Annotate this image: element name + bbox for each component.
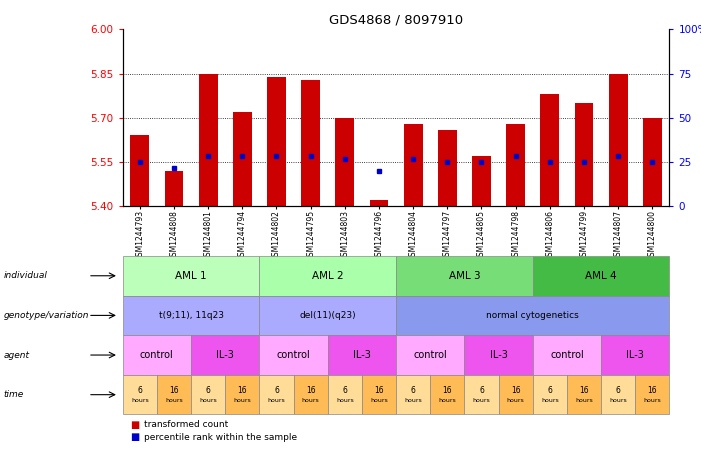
Text: hours: hours [472, 398, 491, 403]
Text: 16: 16 [511, 386, 520, 395]
Text: individual: individual [4, 271, 48, 280]
Bar [643, 118, 662, 206]
Bar [233, 112, 252, 206]
Bar [404, 124, 423, 206]
Text: IL-3: IL-3 [490, 350, 508, 360]
Text: 6: 6 [411, 386, 416, 395]
Text: AML 1: AML 1 [175, 271, 207, 281]
Text: AML 4: AML 4 [585, 271, 617, 281]
Text: hours: hours [404, 398, 422, 403]
Text: 16: 16 [374, 386, 383, 395]
Text: hours: hours [336, 398, 354, 403]
Text: hours: hours [644, 398, 661, 403]
Text: 16: 16 [442, 386, 452, 395]
Text: hours: hours [507, 398, 524, 403]
Text: 6: 6 [205, 386, 210, 395]
Text: hours: hours [233, 398, 251, 403]
Text: del(11)(q23): del(11)(q23) [299, 311, 356, 320]
Text: t(9;11), 11q23: t(9;11), 11q23 [158, 311, 224, 320]
Text: hours: hours [575, 398, 593, 403]
Text: agent: agent [4, 351, 29, 360]
Text: IL-3: IL-3 [627, 350, 644, 360]
Bar [608, 74, 627, 206]
Text: AML 3: AML 3 [449, 271, 480, 281]
Bar [438, 130, 457, 206]
Text: AML 2: AML 2 [312, 271, 343, 281]
Text: 6: 6 [342, 386, 347, 395]
Text: hours: hours [199, 398, 217, 403]
Text: hours: hours [131, 398, 149, 403]
Text: ■: ■ [130, 420, 139, 430]
Bar [540, 94, 559, 206]
Text: transformed count: transformed count [144, 420, 228, 429]
Text: 16: 16 [648, 386, 657, 395]
Text: 6: 6 [137, 386, 142, 395]
Bar [165, 171, 184, 206]
Text: 16: 16 [238, 386, 247, 395]
Text: control: control [414, 350, 447, 360]
Bar [335, 118, 354, 206]
Bar [472, 156, 491, 206]
Text: hours: hours [268, 398, 285, 403]
Text: 16: 16 [306, 386, 315, 395]
Text: 16: 16 [579, 386, 589, 395]
Text: IL-3: IL-3 [353, 350, 371, 360]
Text: 6: 6 [274, 386, 279, 395]
Bar [575, 103, 594, 206]
Bar [369, 200, 388, 206]
Text: control: control [140, 350, 174, 360]
Text: 6: 6 [615, 386, 620, 395]
Text: IL-3: IL-3 [217, 350, 234, 360]
Text: ■: ■ [130, 432, 139, 442]
Bar [198, 74, 217, 206]
Text: GDS4868 / 8097910: GDS4868 / 8097910 [329, 14, 463, 27]
Text: genotype/variation: genotype/variation [4, 311, 89, 320]
Bar [267, 77, 286, 206]
Text: control: control [550, 350, 584, 360]
Text: normal cytogenetics: normal cytogenetics [486, 311, 579, 320]
Text: control: control [277, 350, 311, 360]
Text: 6: 6 [547, 386, 552, 395]
Text: hours: hours [438, 398, 456, 403]
Bar [506, 124, 525, 206]
Bar [301, 80, 320, 206]
Text: hours: hours [609, 398, 627, 403]
Text: percentile rank within the sample: percentile rank within the sample [144, 433, 297, 442]
Text: hours: hours [370, 398, 388, 403]
Text: hours: hours [165, 398, 183, 403]
Text: 16: 16 [169, 386, 179, 395]
Text: time: time [4, 390, 24, 399]
Text: 6: 6 [479, 386, 484, 395]
Bar [130, 135, 149, 206]
Text: hours: hours [301, 398, 320, 403]
Text: hours: hours [541, 398, 559, 403]
